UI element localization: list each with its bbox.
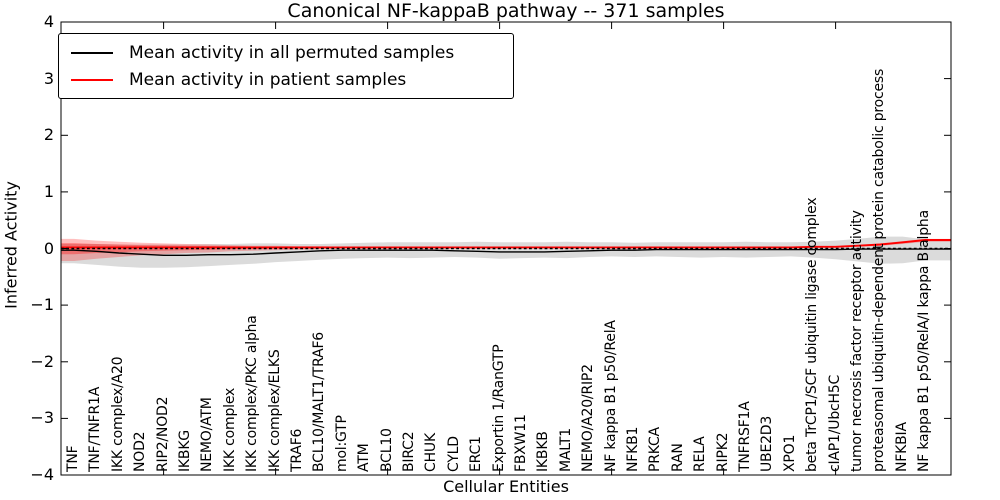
x-category-label: IKBKB bbox=[535, 431, 552, 472]
y-tick-label: 2 bbox=[43, 125, 54, 145]
x-category-label: TRAF6 bbox=[289, 428, 305, 472]
legend: Mean activity in all permuted samples Me… bbox=[58, 33, 514, 99]
x-category-label: PRKCA bbox=[647, 427, 664, 472]
x-category-label: mol:GTP bbox=[333, 415, 350, 472]
y-tick-label: −3 bbox=[30, 408, 54, 428]
x-category-label: NF kappa B1 p50/RelA/I kappa B alpha bbox=[916, 210, 933, 472]
x-category-label: proteasomal ubiquitin-dependent protein … bbox=[871, 68, 888, 472]
legend-entry-permuted: Mean activity in all permuted samples bbox=[71, 39, 503, 66]
x-category-label: IKK complex/A20 bbox=[109, 356, 126, 472]
y-tick-label: −1 bbox=[30, 295, 54, 315]
legend-label-permuted: Mean activity in all permuted samples bbox=[129, 42, 455, 63]
x-category-label: ATM bbox=[356, 443, 373, 472]
x-category-label: IKK complex/ELKS bbox=[266, 349, 283, 473]
x-category-label: NFKB1 bbox=[625, 426, 641, 472]
x-category-label: XPO1 bbox=[781, 434, 798, 472]
y-tick-label: 4 bbox=[43, 12, 54, 31]
x-category-label: tumor necrosis factor receptor activity bbox=[849, 210, 865, 472]
x-category-label: IKBKG bbox=[177, 430, 193, 472]
x-category-label: RELA bbox=[692, 436, 709, 472]
y-tick-label: 3 bbox=[43, 68, 54, 88]
x-category-label: RIP2/NOD2 bbox=[154, 396, 171, 472]
chart-title: Canonical NF-kappaB pathway -- 371 sampl… bbox=[287, 0, 725, 22]
y-tick-label: 1 bbox=[43, 181, 54, 201]
x-category-label: CYLD bbox=[445, 436, 462, 472]
legend-line-permuted bbox=[71, 51, 113, 54]
x-category-label: BIRC2 bbox=[401, 431, 417, 472]
x-category-label: NOD2 bbox=[132, 431, 149, 472]
x-category-label: CHUK bbox=[423, 433, 440, 472]
y-tick-label: −4 bbox=[30, 465, 54, 484]
y-tick-label: −2 bbox=[30, 351, 54, 371]
x-category-label: TNF/TNFR1A bbox=[87, 386, 104, 472]
x-category-label: RIPK2 bbox=[714, 432, 731, 472]
legend-line-patient bbox=[71, 78, 113, 81]
x-category-label: NEMO/ATM bbox=[199, 397, 216, 472]
x-category-label: UBE2D3 bbox=[759, 415, 776, 472]
x-axis-label: Cellular Entities bbox=[443, 477, 569, 496]
x-category-label: BCL10/MALT1/TRAF6 bbox=[311, 331, 328, 472]
x-category-label: Exportin 1/RanGTP bbox=[490, 344, 507, 472]
x-category-label: RAN bbox=[669, 443, 686, 472]
x-category-label: NEMO/A20/RIP2 bbox=[580, 364, 597, 472]
x-category-label: FBXW11 bbox=[513, 414, 529, 472]
y-tick-label: 0 bbox=[43, 238, 54, 258]
x-category-label: beta TrCP1/SCF ubiquitin ligase complex bbox=[804, 197, 821, 472]
x-category-label: TNF bbox=[65, 445, 81, 472]
x-category-label: MALT1 bbox=[557, 428, 574, 472]
x-category-label: BCL10 bbox=[378, 428, 395, 472]
x-category-label: ERC1 bbox=[468, 436, 485, 472]
x-category-label: NF kappa B1 p50/RelA bbox=[602, 320, 619, 472]
legend-label-patient: Mean activity in patient samples bbox=[129, 69, 407, 90]
x-category-label: NFKBIA bbox=[893, 422, 910, 472]
x-category-label: cIAP1/UbcH5C bbox=[826, 374, 843, 472]
x-category-label: IKK complex bbox=[221, 387, 238, 472]
legend-entry-patient: Mean activity in patient samples bbox=[71, 66, 503, 93]
x-category-label: IKK complex/PKC alpha bbox=[244, 315, 261, 472]
x-category-label: TNFRSF1A bbox=[737, 401, 753, 472]
